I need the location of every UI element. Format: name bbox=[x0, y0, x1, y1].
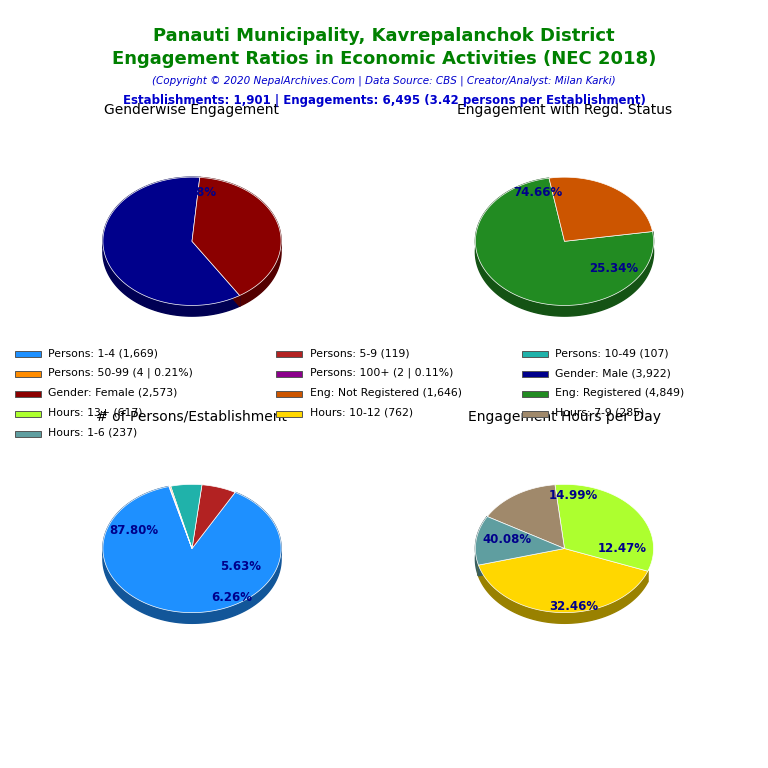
Polygon shape bbox=[478, 548, 564, 576]
Text: 25.34%: 25.34% bbox=[589, 262, 638, 274]
Polygon shape bbox=[192, 241, 240, 306]
Polygon shape bbox=[564, 548, 648, 582]
Text: 60.38%: 60.38% bbox=[167, 186, 217, 199]
Text: Gender: Male (3,922): Gender: Male (3,922) bbox=[555, 368, 671, 378]
Polygon shape bbox=[549, 177, 653, 241]
Text: 5.63%: 5.63% bbox=[220, 560, 261, 573]
Polygon shape bbox=[475, 517, 564, 565]
Polygon shape bbox=[487, 517, 564, 559]
Polygon shape bbox=[478, 548, 648, 613]
Text: 87.80%: 87.80% bbox=[110, 525, 159, 537]
Text: 6.26%: 6.26% bbox=[212, 591, 253, 604]
Polygon shape bbox=[169, 487, 192, 559]
Bar bbox=[522, 391, 548, 397]
Text: 40.08%: 40.08% bbox=[482, 533, 531, 546]
Polygon shape bbox=[192, 485, 235, 548]
Polygon shape bbox=[200, 177, 281, 306]
Polygon shape bbox=[103, 177, 240, 306]
Text: 74.66%: 74.66% bbox=[513, 186, 562, 199]
Polygon shape bbox=[192, 241, 240, 306]
Polygon shape bbox=[564, 231, 653, 252]
Text: 32.46%: 32.46% bbox=[549, 600, 598, 613]
Polygon shape bbox=[555, 485, 654, 571]
Polygon shape bbox=[475, 178, 654, 316]
Text: Establishments: 1,901 | Engagements: 6,495 (3.42 persons per Establishment): Establishments: 1,901 | Engagements: 6,4… bbox=[123, 94, 645, 108]
Text: Persons: 5-9 (119): Persons: 5-9 (119) bbox=[310, 348, 409, 358]
Text: Panauti Municipality, Kavrepalanchok District: Panauti Municipality, Kavrepalanchok Dis… bbox=[153, 27, 615, 45]
Polygon shape bbox=[192, 177, 200, 252]
Text: Hours: 1-6 (237): Hours: 1-6 (237) bbox=[48, 428, 137, 438]
Bar bbox=[276, 411, 302, 417]
Text: Hours: 13+ (617): Hours: 13+ (617) bbox=[48, 408, 143, 418]
Bar bbox=[15, 391, 41, 397]
Polygon shape bbox=[475, 517, 487, 576]
Text: Genderwise Engagement: Genderwise Engagement bbox=[104, 103, 280, 117]
Bar bbox=[276, 351, 302, 357]
Text: (Copyright © 2020 NepalArchives.Com | Data Source: CBS | Creator/Analyst: Milan : (Copyright © 2020 NepalArchives.Com | Da… bbox=[152, 75, 616, 86]
Bar bbox=[522, 371, 548, 377]
Text: 12.47%: 12.47% bbox=[598, 542, 647, 555]
Bar bbox=[276, 391, 302, 397]
Text: Engagement Ratios in Economic Activities (NEC 2018): Engagement Ratios in Economic Activities… bbox=[112, 50, 656, 68]
Text: Hours: 7-9 (285): Hours: 7-9 (285) bbox=[555, 408, 644, 418]
Polygon shape bbox=[192, 492, 235, 559]
Text: # of Persons/Establishment: # of Persons/Establishment bbox=[97, 410, 287, 424]
Text: 39.62%: 39.62% bbox=[167, 284, 217, 296]
Bar bbox=[15, 371, 41, 377]
Bar bbox=[276, 371, 302, 377]
Polygon shape bbox=[549, 178, 564, 252]
Polygon shape bbox=[478, 565, 648, 624]
Polygon shape bbox=[487, 485, 564, 548]
Polygon shape bbox=[192, 177, 200, 252]
Text: Engagement Hours per Day: Engagement Hours per Day bbox=[468, 410, 661, 424]
Bar bbox=[522, 411, 548, 417]
Bar bbox=[15, 351, 41, 357]
Polygon shape bbox=[103, 177, 240, 316]
Polygon shape bbox=[169, 486, 192, 548]
Polygon shape bbox=[478, 548, 564, 576]
Polygon shape bbox=[103, 487, 281, 624]
Text: Eng: Registered (4,849): Eng: Registered (4,849) bbox=[555, 388, 684, 398]
Bar bbox=[15, 431, 41, 437]
Polygon shape bbox=[103, 487, 281, 613]
Text: Persons: 10-49 (107): Persons: 10-49 (107) bbox=[555, 348, 669, 358]
Text: 14.99%: 14.99% bbox=[549, 488, 598, 502]
Polygon shape bbox=[170, 486, 192, 548]
Polygon shape bbox=[475, 178, 654, 306]
Text: Persons: 100+ (2 | 0.11%): Persons: 100+ (2 | 0.11%) bbox=[310, 368, 453, 379]
Text: Persons: 1-4 (1,669): Persons: 1-4 (1,669) bbox=[48, 348, 158, 358]
Polygon shape bbox=[192, 177, 281, 296]
Polygon shape bbox=[170, 485, 202, 548]
Text: Engagement with Regd. Status: Engagement with Regd. Status bbox=[457, 103, 672, 117]
Text: Persons: 50-99 (4 | 0.21%): Persons: 50-99 (4 | 0.21%) bbox=[48, 368, 194, 379]
Text: Gender: Female (2,573): Gender: Female (2,573) bbox=[48, 388, 177, 398]
Bar bbox=[522, 351, 548, 357]
Text: Hours: 10-12 (762): Hours: 10-12 (762) bbox=[310, 408, 412, 418]
Text: Eng: Not Registered (1,646): Eng: Not Registered (1,646) bbox=[310, 388, 462, 398]
Bar bbox=[15, 411, 41, 417]
